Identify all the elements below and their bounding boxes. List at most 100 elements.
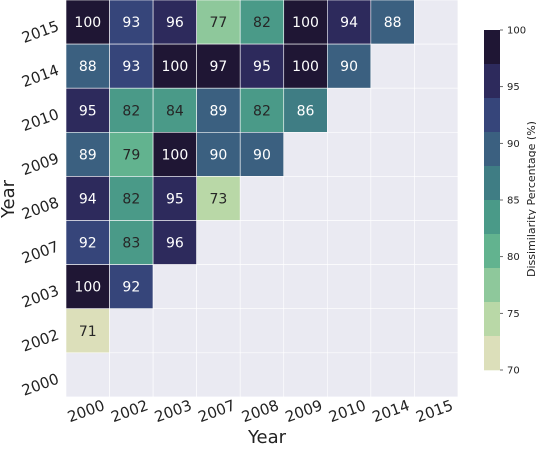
heatmap-cell (326, 220, 372, 265)
cell-value-label: 82 (122, 191, 140, 207)
heatmap-cell (239, 176, 285, 221)
heatmap-cell (370, 0, 415, 45)
cell-value-label: 96 (166, 15, 184, 31)
heatmap-cell (65, 0, 110, 45)
cell-value-label: 97 (210, 59, 228, 75)
heatmap-cell (196, 352, 241, 398)
cell-value-label: 100 (74, 280, 101, 296)
y-tick-label: 2015 (19, 17, 61, 47)
heatmap-cell (414, 132, 459, 177)
heatmap-cell (109, 264, 154, 310)
heatmap-cell (239, 43, 285, 89)
x-tick-label: 2003 (152, 396, 194, 426)
colorbar-segment (484, 200, 500, 235)
heatmap-cell (152, 0, 197, 45)
heatmap-cell (283, 0, 328, 45)
heatmap-cell (283, 176, 328, 221)
cell-value-label: 100 (292, 59, 319, 75)
cell-value-label: 94 (79, 191, 97, 207)
heatmap-cell (414, 308, 459, 354)
heatmap-cell (65, 176, 110, 221)
heatmap-cell (109, 87, 154, 133)
colorbar-segment (484, 234, 500, 269)
heatmap-cell (326, 43, 372, 89)
heatmap-cell (196, 0, 241, 45)
y-tick-label: 2007 (19, 237, 61, 267)
heatmap-cell (370, 176, 415, 221)
y-tick-labels: 2015 2014 2010 2009 2008 2007 2003 2002 2000 (19, 17, 61, 400)
cell-value-label: 94 (340, 15, 358, 31)
colorbar-segment (484, 64, 500, 99)
cell-value-label: 95 (166, 191, 184, 207)
heatmap-cell (239, 87, 285, 133)
heatmap-cell (283, 87, 328, 133)
cell-value-label: 84 (166, 103, 184, 119)
cell-value-label: 90 (210, 147, 228, 163)
heatmap-cell (414, 264, 459, 310)
x-tick-label: 2002 (109, 396, 151, 426)
heatmap-cell (196, 132, 241, 177)
cell-value-label: 79 (122, 147, 140, 163)
y-tick-label: 2014 (19, 61, 61, 91)
heatmap-cell (152, 176, 197, 221)
heatmap-cell (326, 176, 372, 221)
heatmap-cell (370, 87, 415, 133)
y-tick-label: 2009 (19, 149, 61, 179)
y-tick-label: 2010 (19, 105, 61, 135)
y-tick-label: 2002 (19, 326, 61, 356)
cell-value-label: 88 (79, 59, 97, 75)
x-tick-labels: 2000 2002 2003 2007 2008 2009 2010 2014 2015 (65, 396, 455, 426)
heatmap-cell (152, 220, 197, 265)
heatmap-cell (239, 308, 285, 354)
heatmap-cell (326, 352, 372, 398)
cell-value-label: 93 (122, 59, 140, 75)
heatmap-cell (196, 176, 241, 221)
heatmap-cell (65, 352, 110, 398)
y-tick-label: 2003 (19, 281, 61, 311)
cell-value-label: 100 (292, 15, 319, 31)
heatmap-cell (196, 264, 241, 310)
cell-value-label: 100 (162, 147, 189, 163)
cell-value-label: 89 (79, 147, 97, 163)
cell-value-label: 96 (166, 236, 184, 252)
cell-value-label: 95 (79, 103, 97, 119)
cell-value-label: 92 (79, 236, 97, 252)
heatmap-cell (326, 308, 372, 354)
cell-value-label: 82 (253, 103, 271, 119)
cell-value-label: 83 (122, 236, 140, 252)
heatmap-cell (414, 0, 459, 45)
heatmap-cell (239, 220, 285, 265)
x-tick-label: 2015 (413, 396, 455, 426)
cell-value-label: 90 (253, 147, 271, 163)
heatmap-cell (283, 264, 328, 310)
heatmap-cell (152, 87, 197, 133)
heatmap-cell (196, 220, 241, 265)
heatmap-cell (414, 87, 459, 133)
x-tick-label: 2000 (65, 396, 107, 426)
cell-value-label: 100 (74, 15, 101, 31)
cell-value-label: 88 (384, 15, 402, 31)
x-tick-label: 2010 (326, 396, 368, 426)
heatmap-cell (283, 220, 328, 265)
colorbar-segment (484, 98, 500, 133)
heatmap-cell (65, 43, 110, 89)
colorbar-tick-label: 70 (507, 366, 520, 377)
cell-value-label: 100 (162, 59, 189, 75)
colorbar-label: Dissimilarity Percentage (%) (525, 121, 536, 277)
heatmap-cell (239, 132, 285, 177)
heatmap-cell (370, 352, 415, 398)
colorbar: 100 95 90 85 80 75 70 (484, 26, 526, 377)
cell-value-label: 90 (340, 59, 358, 75)
colorbar-tick-label: 95 (507, 82, 520, 93)
y-axis-label: Year (0, 179, 19, 219)
cell-value-label: 71 (79, 324, 97, 340)
x-tick-label: 2008 (239, 396, 281, 426)
heatmap-cell (370, 132, 415, 177)
heatmap-cell (326, 264, 372, 310)
heatmap-cell (370, 220, 415, 265)
y-tick-label: 2000 (19, 370, 61, 400)
cell-value-label: 77 (210, 15, 228, 31)
heatmap-cell (414, 43, 459, 89)
heatmap-cell (196, 87, 241, 133)
